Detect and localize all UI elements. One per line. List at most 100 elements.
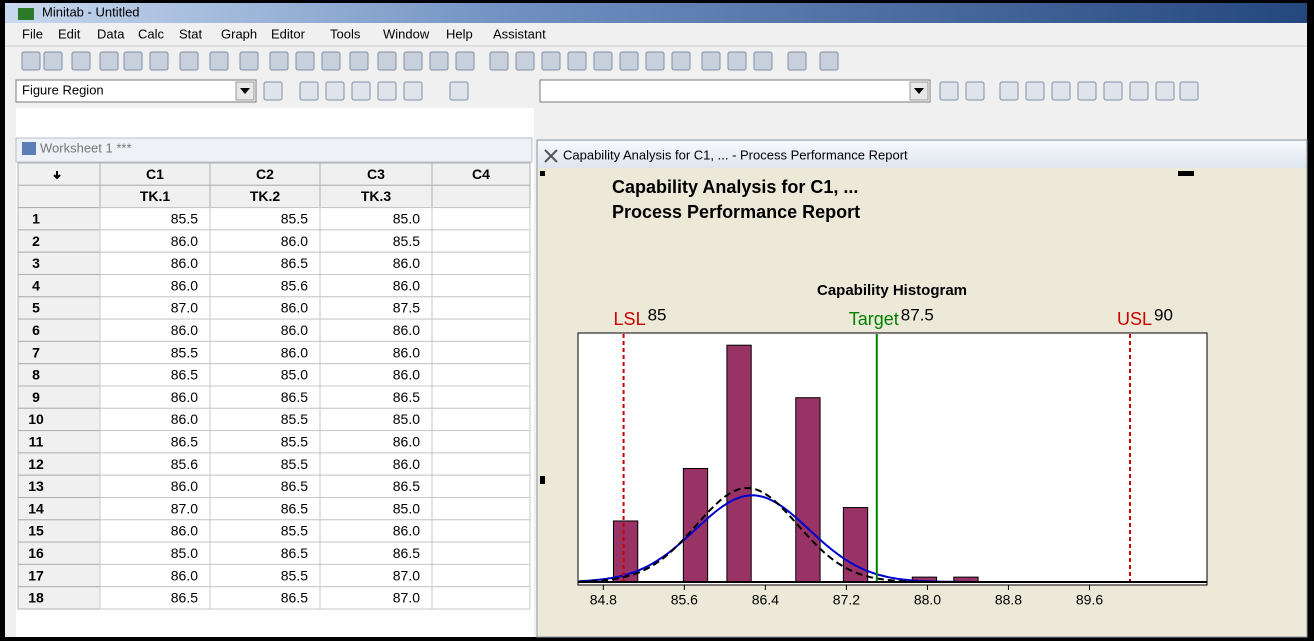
cell-value: 85.5 [281,210,308,226]
toolbar-button[interactable] [99,51,119,71]
cell [431,586,531,610]
toolbar-button[interactable] [939,81,959,101]
app-icon [18,8,34,20]
x-tick-label: 87.2 [833,592,860,608]
toolbar-button[interactable] [21,51,41,71]
row-header [17,207,101,231]
menu-item[interactable]: Window [383,26,430,41]
cell [431,407,531,432]
toolbar-button[interactable] [449,81,469,101]
name-cell [17,184,101,209]
toolbar-button[interactable] [489,51,509,71]
toolbar-button[interactable] [351,81,371,101]
cell-value: 86.5 [281,255,308,271]
row-number: 17 [28,567,44,583]
toolbar-button[interactable] [645,51,665,71]
menu-item[interactable]: Data [97,26,125,41]
x-tick-label: 88.8 [995,592,1022,608]
report-title-bar [538,141,1306,168]
toolbar-button[interactable] [567,51,587,71]
toolbar-button[interactable] [1129,81,1149,101]
title-bar [5,3,1307,23]
toolbar-button[interactable] [999,81,1019,101]
toolbar-button[interactable] [321,51,341,71]
toolbar-button[interactable] [1103,81,1123,101]
chart-title: Capability Histogram [817,282,967,299]
toolbar-button[interactable] [1051,81,1071,101]
cell [431,474,531,499]
toolbar-button[interactable] [753,51,773,71]
toolbar-button[interactable] [515,51,535,71]
cell-value: 86.0 [171,322,198,338]
toolbar-button[interactable] [1025,81,1045,101]
toolbar-button[interactable] [71,51,91,71]
toolbar-button[interactable] [819,51,839,71]
menu-item[interactable]: Edit [58,26,81,41]
toolbar-button[interactable] [295,51,315,71]
menu-item[interactable]: Help [446,26,473,41]
cell-value: 85.5 [281,433,308,449]
toolbar-button[interactable] [149,51,169,71]
toolbar-button[interactable] [1179,81,1199,101]
toolbar-button[interactable] [403,51,423,71]
region-dropdown[interactable] [15,79,257,103]
name-cell [431,184,531,209]
row-header [17,340,101,365]
cell-value: 86.0 [393,277,420,293]
toolbar-button[interactable] [123,51,143,71]
toolbar-button[interactable] [269,51,289,71]
toolbar-button[interactable] [727,51,747,71]
sort-arrow [53,171,61,180]
row-number: 14 [28,500,44,516]
column-name: TK.2 [250,188,281,204]
toolbar-button[interactable] [403,81,423,101]
cell-value: 86.5 [393,545,420,561]
menu-item[interactable]: File [22,26,43,41]
menu-item[interactable]: Assistant [493,26,546,41]
row-header [17,385,101,409]
worksheet-icon [22,142,36,155]
toolbar-button[interactable] [541,51,561,71]
toolbar-button[interactable] [965,81,985,101]
row-header [17,229,101,253]
column-id: C1 [146,166,164,182]
cell [431,519,531,543]
row-number: 4 [32,277,40,293]
toolbar-button[interactable] [349,51,369,71]
toolbar-button[interactable] [429,51,449,71]
menu-item[interactable]: Tools [330,26,361,41]
toolbar-button[interactable] [377,51,397,71]
toolbar-button[interactable] [701,51,721,71]
empty-dropdown[interactable] [539,79,931,103]
toolbar-button[interactable] [593,51,613,71]
menu-item[interactable]: Stat [179,26,203,41]
column-name: TK.1 [140,188,171,204]
menu-item[interactable]: Graph [221,26,257,41]
toolbar-button[interactable] [325,81,345,101]
toolbar-button[interactable] [263,81,283,101]
cell-value: 86.0 [171,389,198,405]
toolbar-button[interactable] [179,51,199,71]
menu-item[interactable]: Editor [271,26,306,41]
toolbar-button[interactable] [787,51,807,71]
toolbar-button[interactable] [239,51,259,71]
cell-value: 85.0 [393,411,420,427]
cell-value: 86.0 [171,523,198,539]
spec-label: LSL [614,309,646,329]
cell [431,363,531,387]
cell-value: 85.6 [171,456,198,472]
cell-value: 86.5 [281,478,308,494]
toolbar-button[interactable] [1077,81,1097,101]
toolbar-button[interactable] [1155,81,1175,101]
spec-label: USL [1117,309,1152,329]
toolbar-button[interactable] [43,51,63,71]
toolbar-button[interactable] [619,51,639,71]
toolbar-button[interactable] [299,81,319,101]
menu-item[interactable]: Calc [138,26,165,41]
cell-value: 86.5 [393,478,420,494]
toolbar-button[interactable] [209,51,229,71]
toolbar-button[interactable] [377,81,397,101]
row-number: 11 [29,433,44,449]
toolbar-button[interactable] [455,51,475,71]
toolbar-button[interactable] [671,51,691,71]
